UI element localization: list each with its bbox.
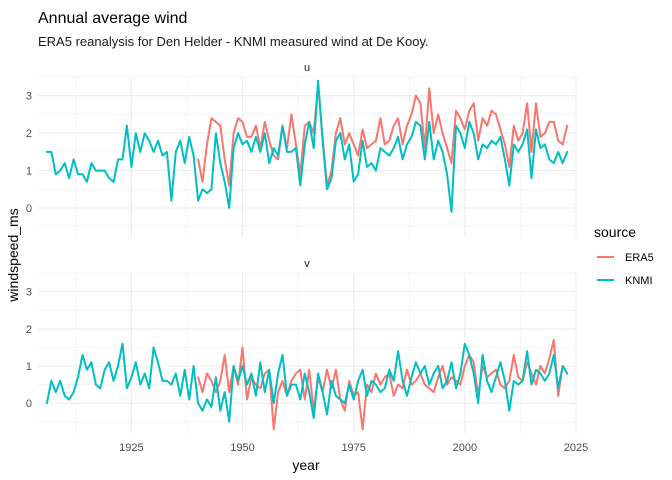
y-tick-label: 1: [26, 166, 32, 178]
legend-label-knmi: KNMI: [625, 275, 653, 287]
y-tick-label: 0: [26, 203, 32, 215]
chart-subtitle: ERA5 reanalysis for Den Helder - KNMI me…: [38, 34, 429, 49]
legend-label-era5: ERA5: [625, 252, 654, 264]
y-tick-label: 3: [26, 91, 32, 103]
y-tick-label: 3: [26, 287, 32, 299]
series-line-era5-u: [197, 83, 569, 187]
x-tick-label: 1925: [119, 442, 143, 454]
x-tick-label: 1950: [230, 442, 254, 454]
legend: source ERA5 KNMI: [594, 224, 654, 287]
legend-title: source: [594, 224, 636, 240]
x-axis-title: year: [292, 457, 320, 473]
facet-panels: 0 1 2 3 u 0 1 2 3 v 1925 1950 1975 2000 2025: [26, 62, 588, 454]
chart-title: Annual average wind: [38, 10, 187, 27]
y-tick-label: 2: [26, 128, 32, 140]
x-tick-label: 2000: [453, 442, 477, 454]
facet-label-v: v: [304, 258, 310, 270]
y-tick-label: 1: [26, 361, 32, 373]
y-axis-title: windspeed_ms: [5, 208, 21, 302]
y-tick-label: 2: [26, 324, 32, 336]
x-tick-label: 2025: [564, 442, 588, 454]
series-line-knmi-u: [45, 79, 569, 213]
x-tick-label: 1975: [341, 442, 365, 454]
facet-label-u: u: [304, 62, 310, 74]
series-line-knmi-v: [45, 342, 569, 423]
y-tick-label: 0: [26, 398, 32, 410]
